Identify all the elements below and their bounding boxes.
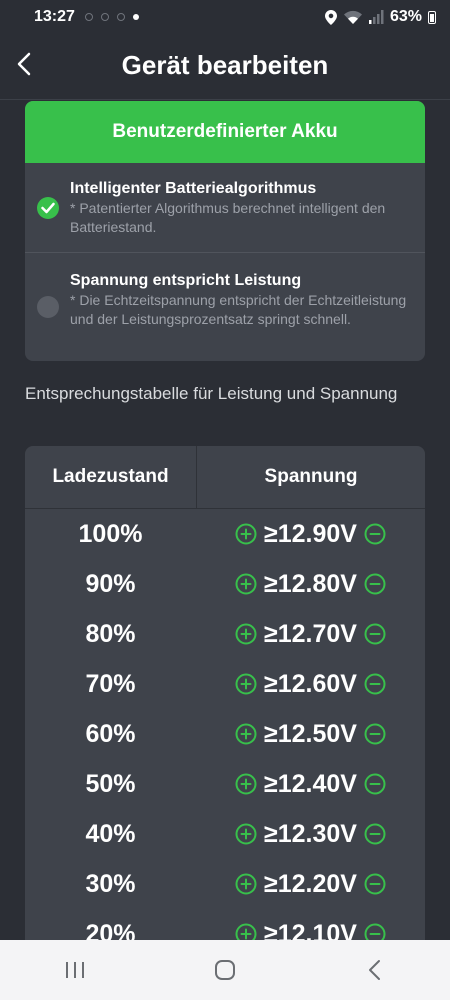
chevron-left-icon <box>17 52 31 76</box>
header-divider <box>0 99 450 100</box>
voltage-value: ≥12.70V <box>264 619 357 648</box>
table-row: 30% ≥12.20V <box>25 859 425 909</box>
soc-value: 50% <box>85 769 136 798</box>
plus-circle-icon[interactable] <box>235 523 257 545</box>
voltage-cell: ≥12.20V <box>196 870 425 899</box>
radio-checked-icon[interactable] <box>37 197 59 219</box>
plus-circle-icon[interactable] <box>235 873 257 895</box>
minus-circle-icon[interactable] <box>364 623 386 645</box>
table-row: 70% ≥12.60V <box>25 659 425 709</box>
battery-percent: 63% <box>389 8 422 25</box>
column-header-soc: Ladezustand <box>25 446 197 508</box>
voltage-cell: ≥12.80V <box>196 570 425 599</box>
voltage-value: ≥12.90V <box>264 519 357 548</box>
voltage-value: ≥12.10V <box>264 919 357 941</box>
plus-circle-icon[interactable] <box>235 773 257 795</box>
soc-value: 20% <box>85 919 136 941</box>
soc-value: 100% <box>78 519 143 548</box>
minus-circle-icon[interactable] <box>364 573 386 595</box>
soc-value: 60% <box>85 719 136 748</box>
voltage-cell: ≥12.60V <box>196 670 425 699</box>
battery-mode-card: Benutzerdefinierter Akku Intelligenter B… <box>25 101 425 361</box>
home-icon <box>215 960 235 980</box>
option-voltage-equals-power[interactable]: Spannung entspricht Leistung * Die Echtz… <box>25 253 425 361</box>
minus-circle-icon[interactable] <box>364 673 386 695</box>
table-body: 100% ≥12.90V 90% ≥12.80V 80% ≥12.70V 70% ≥12.60… <box>25 509 425 940</box>
voltage-value: ≥12.40V <box>264 769 357 798</box>
option-description: * Patentierter Algorithmus berechnet int… <box>70 200 386 235</box>
system-nav-bar <box>0 940 450 1000</box>
system-back-button[interactable] <box>355 950 395 990</box>
signal-icon <box>368 10 384 24</box>
plus-circle-icon[interactable] <box>235 573 257 595</box>
plus-circle-icon[interactable] <box>235 673 257 695</box>
voltage-cell: ≥12.10V <box>196 919 425 941</box>
soc-value: 70% <box>85 669 136 698</box>
voltage-value: ≥12.30V <box>264 819 357 848</box>
voltage-cell: ≥12.50V <box>196 720 425 749</box>
soc-value: 90% <box>85 569 136 598</box>
plus-circle-icon[interactable] <box>235 723 257 745</box>
custom-battery-button[interactable]: Benutzerdefinierter Akku <box>25 101 425 163</box>
voltage-cell: ≥12.70V <box>196 620 425 649</box>
recent-apps-icon <box>66 962 84 978</box>
option-title: Spannung entspricht Leistung <box>70 272 302 289</box>
voltage-cell: ≥12.90V <box>196 520 425 549</box>
minus-circle-icon[interactable] <box>364 873 386 895</box>
voltage-cell: ≥12.40V <box>196 770 425 799</box>
table-row: 100% ≥12.90V <box>25 509 425 559</box>
status-bar: 13:27 63% <box>0 0 450 34</box>
option-smart-algorithm[interactable]: Intelligenter Batteriealgorithmus * Pate… <box>25 163 425 253</box>
table-row: 20% ≥12.10V <box>25 909 425 940</box>
section-title: Entsprechungstabelle für Leistung und Sp… <box>25 384 398 403</box>
voltage-value: ≥12.80V <box>264 569 357 598</box>
status-left: 13:27 <box>34 8 139 26</box>
page-title: Gerät bearbeiten <box>121 49 329 80</box>
soc-value: 30% <box>85 869 136 898</box>
plus-circle-icon[interactable] <box>235 623 257 645</box>
notification-dots-icon <box>84 13 139 21</box>
table-row: 90% ≥12.80V <box>25 559 425 609</box>
plus-circle-icon[interactable] <box>235 823 257 845</box>
option-description: * Die Echtzeitspannung entspricht der Ec… <box>70 292 407 327</box>
status-right: 63% <box>324 8 436 26</box>
minus-circle-icon[interactable] <box>364 923 386 940</box>
home-button[interactable] <box>205 950 245 990</box>
voltage-cell: ≥12.30V <box>196 820 425 849</box>
battery-icon <box>428 10 436 24</box>
recent-apps-button[interactable] <box>55 950 95 990</box>
voltage-value: ≥12.60V <box>264 669 357 698</box>
soc-value: 40% <box>85 819 136 848</box>
minus-circle-icon[interactable] <box>364 823 386 845</box>
status-time: 13:27 <box>34 8 75 25</box>
minus-circle-icon[interactable] <box>364 523 386 545</box>
table-row: 50% ≥12.40V <box>25 759 425 809</box>
back-button[interactable] <box>10 48 42 80</box>
plus-circle-icon[interactable] <box>235 923 257 940</box>
app-header: Gerät bearbeiten <box>0 34 450 96</box>
location-icon <box>324 9 337 25</box>
back-icon <box>369 960 380 980</box>
table-row: 40% ≥12.30V <box>25 809 425 859</box>
minus-circle-icon[interactable] <box>364 723 386 745</box>
table-row: 60% ≥12.50V <box>25 709 425 759</box>
minus-circle-icon[interactable] <box>364 773 386 795</box>
table-row: 80% ≥12.70V <box>25 609 425 659</box>
soc-value: 80% <box>85 619 136 648</box>
radio-unchecked-icon[interactable] <box>37 296 59 318</box>
table-header: Ladezustand Spannung <box>25 446 425 509</box>
column-header-voltage: Spannung <box>264 466 358 487</box>
option-title: Intelligenter Batteriealgorithmus <box>70 180 317 197</box>
wifi-icon <box>343 10 362 24</box>
voltage-value: ≥12.20V <box>264 869 357 898</box>
voltage-table: Ladezustand Spannung 100% ≥12.90V 90% ≥12.8… <box>25 446 425 940</box>
voltage-value: ≥12.50V <box>264 719 357 748</box>
